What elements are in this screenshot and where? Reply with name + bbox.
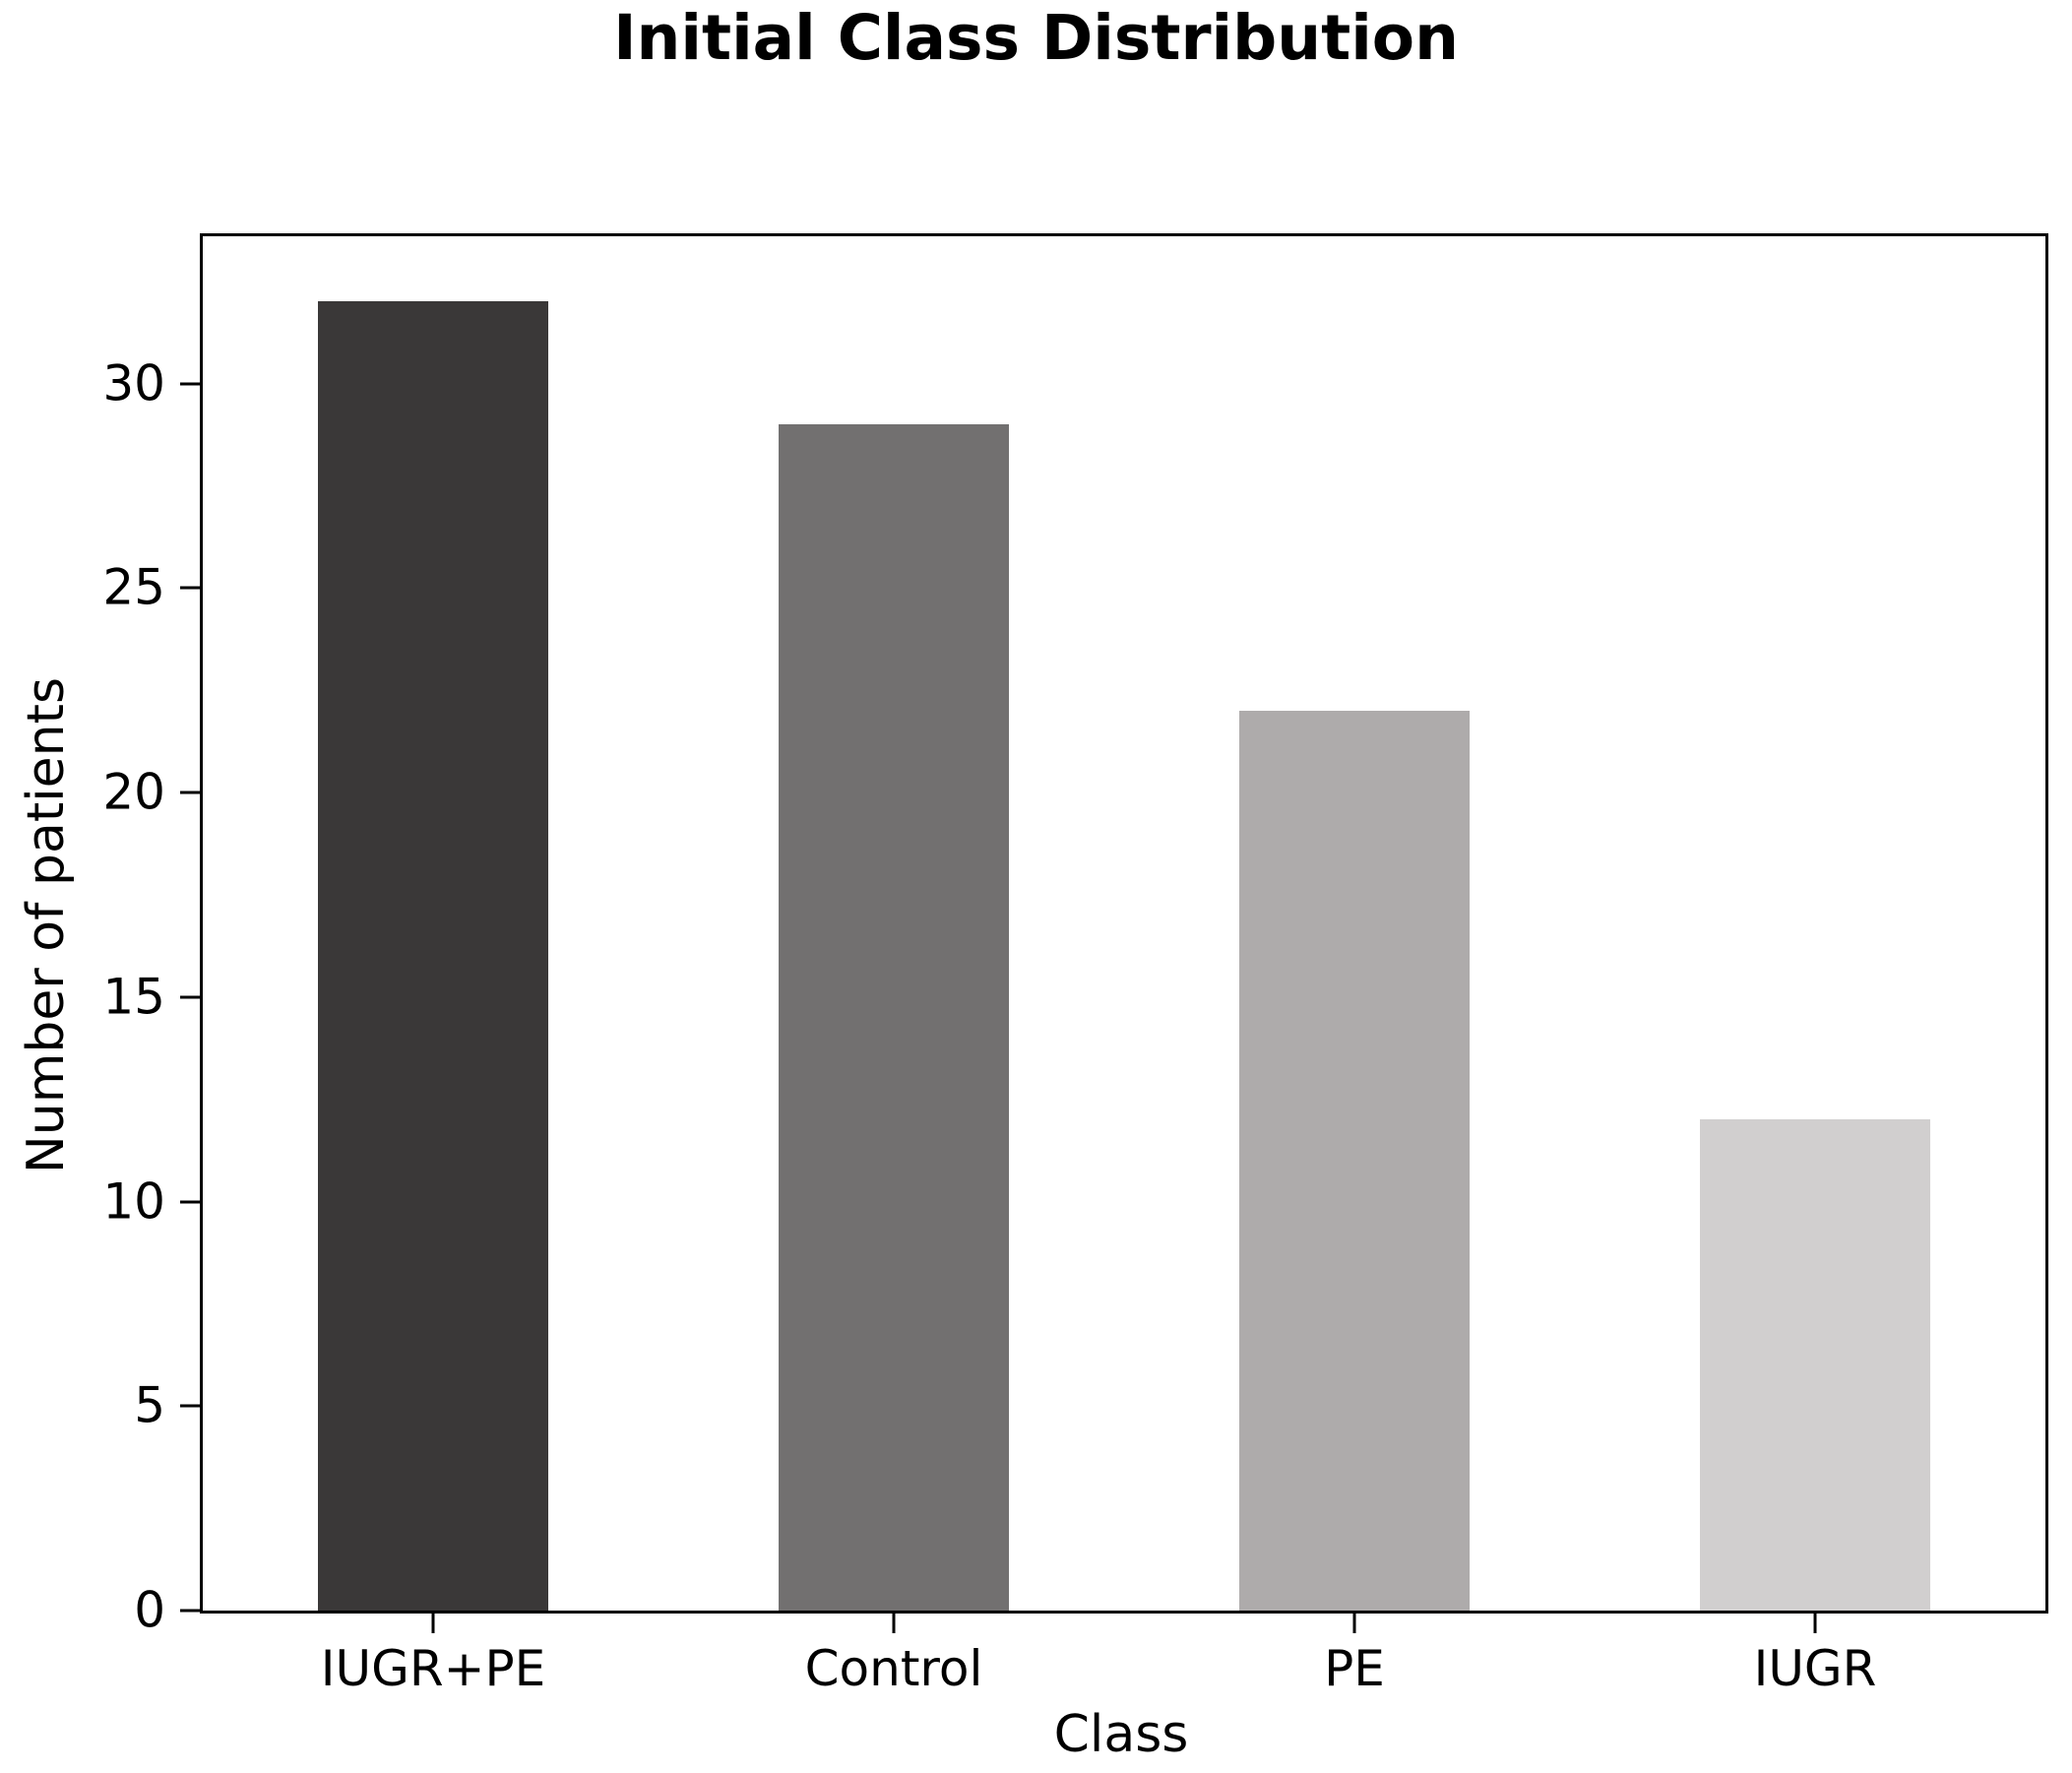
bar-iugr-pe [318, 301, 548, 1611]
y-tick-mark-5 [180, 1404, 200, 1408]
x-tick-mark-pe [1352, 1614, 1356, 1633]
y-tick-label-10: 10 [102, 1172, 165, 1231]
plot-area: IUGR+PE Control PE IUGR 0 5 10 15 20 25 30 [102, 233, 2048, 1693]
bar-control [779, 424, 1009, 1611]
y-tick-label-15: 15 [102, 968, 165, 1026]
y-tick-label-20: 20 [102, 763, 165, 821]
y-tick-label-0: 0 [134, 1581, 165, 1639]
chart-title: Initial Class Distribution [613, 2, 1459, 74]
y-tick-mark-25 [180, 586, 200, 590]
y-tick-label-30: 30 [102, 354, 165, 412]
x-tick-mark-iugr-pe [431, 1614, 435, 1633]
x-tick-mark-iugr [1813, 1614, 1817, 1633]
y-tick-mark-10 [180, 1200, 200, 1204]
x-tick-label-control: Control [804, 1640, 983, 1697]
x-tick-label-iugr: IUGR [1753, 1640, 1877, 1697]
y-tick-label-25: 25 [102, 558, 165, 616]
bar-pe [1239, 710, 1470, 1611]
y-axis-label: Number of patients [17, 676, 76, 1174]
y-tick-mark-15 [180, 995, 200, 999]
x-tick-label-iugr-pe: IUGR+PE [320, 1640, 546, 1697]
x-axis-label: Class [1053, 1705, 1189, 1764]
bar-iugr [1700, 1119, 1930, 1611]
y-tick-mark-30 [180, 382, 200, 386]
y-tick-mark-0 [180, 1609, 200, 1613]
y-tick-mark-20 [180, 791, 200, 794]
y-tick-label-5: 5 [134, 1376, 165, 1434]
x-tick-mark-control [892, 1614, 896, 1633]
x-tick-label-pe: PE [1324, 1640, 1385, 1697]
